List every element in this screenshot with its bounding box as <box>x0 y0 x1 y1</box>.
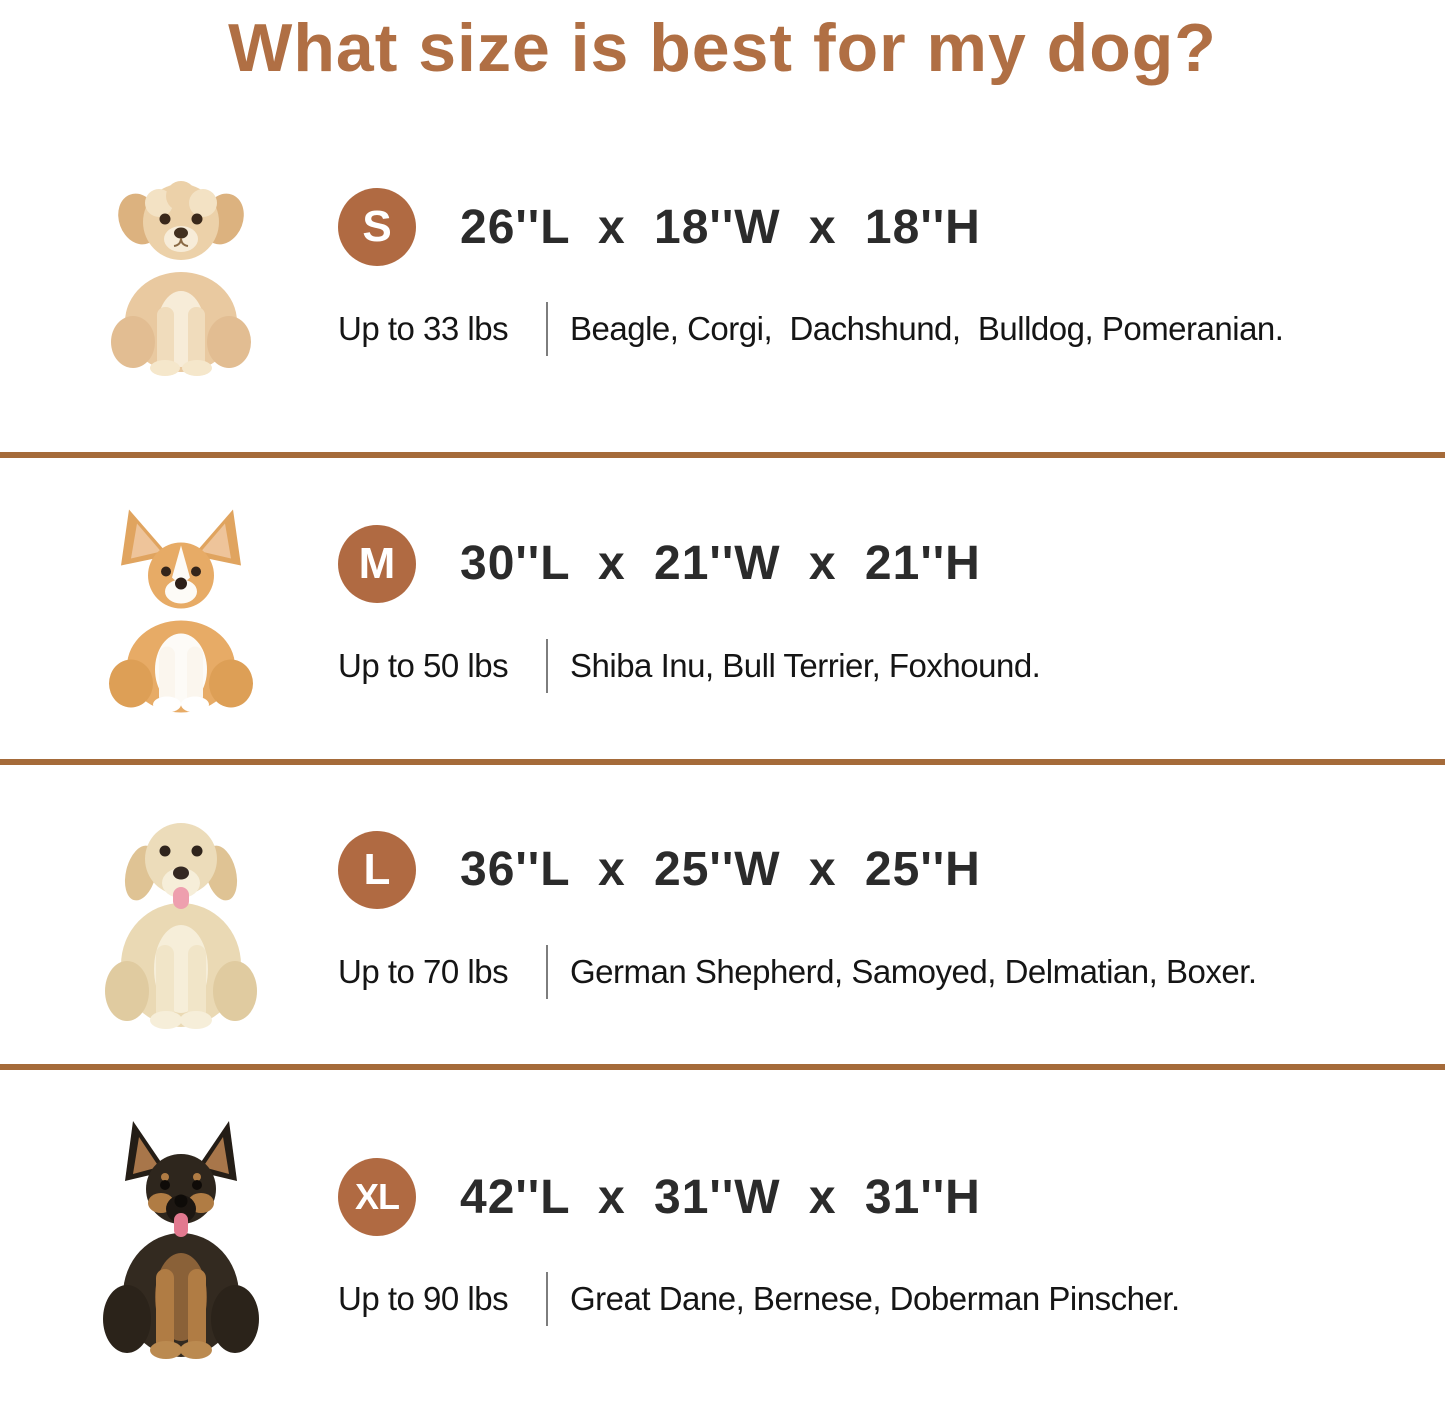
size-line: XL 42''L x 31''W x 31''H <box>338 1158 1180 1236</box>
puppy-illustration <box>111 181 251 376</box>
breed-list: German Shepherd, Samoyed, Delmatian, Box… <box>570 952 1257 990</box>
vertical-divider-bar <box>546 638 548 693</box>
golden-retriever-illustration <box>105 822 257 1029</box>
size-dimensions: 30''L x 21''W x 21''H <box>460 537 981 590</box>
dog-photo-large <box>72 772 290 1058</box>
weight-limit: Up to 90 lbs <box>338 1280 509 1317</box>
size-badge-l: L <box>338 830 416 909</box>
size-dimensions: 36''L x 25''W x 25''H <box>460 843 981 896</box>
weight-limit: Up to 50 lbs <box>338 646 509 684</box>
vertical-divider-bar <box>546 1272 548 1326</box>
row-content: L 36''L x 25''W x 25''H Up to 70 lbs Ger… <box>338 830 1257 999</box>
corgi-illustration <box>109 509 253 712</box>
weight-limit: Up to 70 lbs <box>338 952 509 990</box>
size-line: L 36''L x 25''W x 25''H <box>338 830 1257 909</box>
row-content: S 26''L x 18''W x 18''H Up to 33 lbs Bea… <box>338 188 1284 356</box>
breed-line: Up to 50 lbs Shiba Inu, Bull Terrier, Fo… <box>338 638 1041 693</box>
row-divider <box>0 452 1445 458</box>
breed-line: Up to 90 lbs Great Dane, Bernese, Doberm… <box>338 1272 1180 1326</box>
page-title: What size is best for my dog? <box>228 10 1217 86</box>
row-content: XL 42''L x 31''W x 31''H Up to 90 lbs Gr… <box>338 1158 1180 1326</box>
dog-photo-xlarge <box>72 1079 290 1405</box>
dog-photo-medium <box>72 497 290 721</box>
weight-limit: Up to 33 lbs <box>338 310 509 347</box>
breed-list: Beagle, Corgi, Dachshund, Bulldog, Pomer… <box>570 310 1284 347</box>
breed-line: Up to 33 lbs Beagle, Corgi, Dachshund, B… <box>338 302 1284 356</box>
row-divider <box>0 1064 1445 1070</box>
vertical-divider-bar <box>546 944 548 999</box>
breed-list: Great Dane, Bernese, Doberman Pinscher. <box>570 1280 1180 1317</box>
breed-list: Shiba Inu, Bull Terrier, Foxhound. <box>570 646 1041 684</box>
size-badge-xl: XL <box>338 1158 416 1236</box>
row-content: M 30''L x 21''W x 21''H Up to 50 lbs Shi… <box>338 524 1041 693</box>
size-row-s: S 26''L x 18''W x 18''H Up to 33 lbs Bea… <box>0 92 1445 452</box>
size-badge-s: S <box>338 188 416 266</box>
german-shepherd-illustration <box>103 1121 259 1359</box>
vertical-divider-bar <box>546 302 548 356</box>
size-row-xl: XL 42''L x 31''W x 31''H Up to 90 lbs Gr… <box>0 1070 1445 1414</box>
size-dimensions: 42''L x 31''W x 31''H <box>460 1170 981 1224</box>
row-divider <box>0 759 1445 765</box>
breed-line: Up to 70 lbs German Shepherd, Samoyed, D… <box>338 944 1257 999</box>
size-badge-m: M <box>338 524 416 603</box>
size-row-m: M 30''L x 21''W x 21''H Up to 50 lbs Shi… <box>0 458 1445 759</box>
size-dimensions: 26''L x 18''W x 18''H <box>460 200 981 254</box>
size-line: S 26''L x 18''W x 18''H <box>338 188 1283 266</box>
dog-photo-small <box>72 165 290 379</box>
size-row-l: L 36''L x 25''W x 25''H Up to 70 lbs Ger… <box>0 765 1445 1064</box>
size-line: M 30''L x 21''W x 21''H <box>338 524 1040 603</box>
